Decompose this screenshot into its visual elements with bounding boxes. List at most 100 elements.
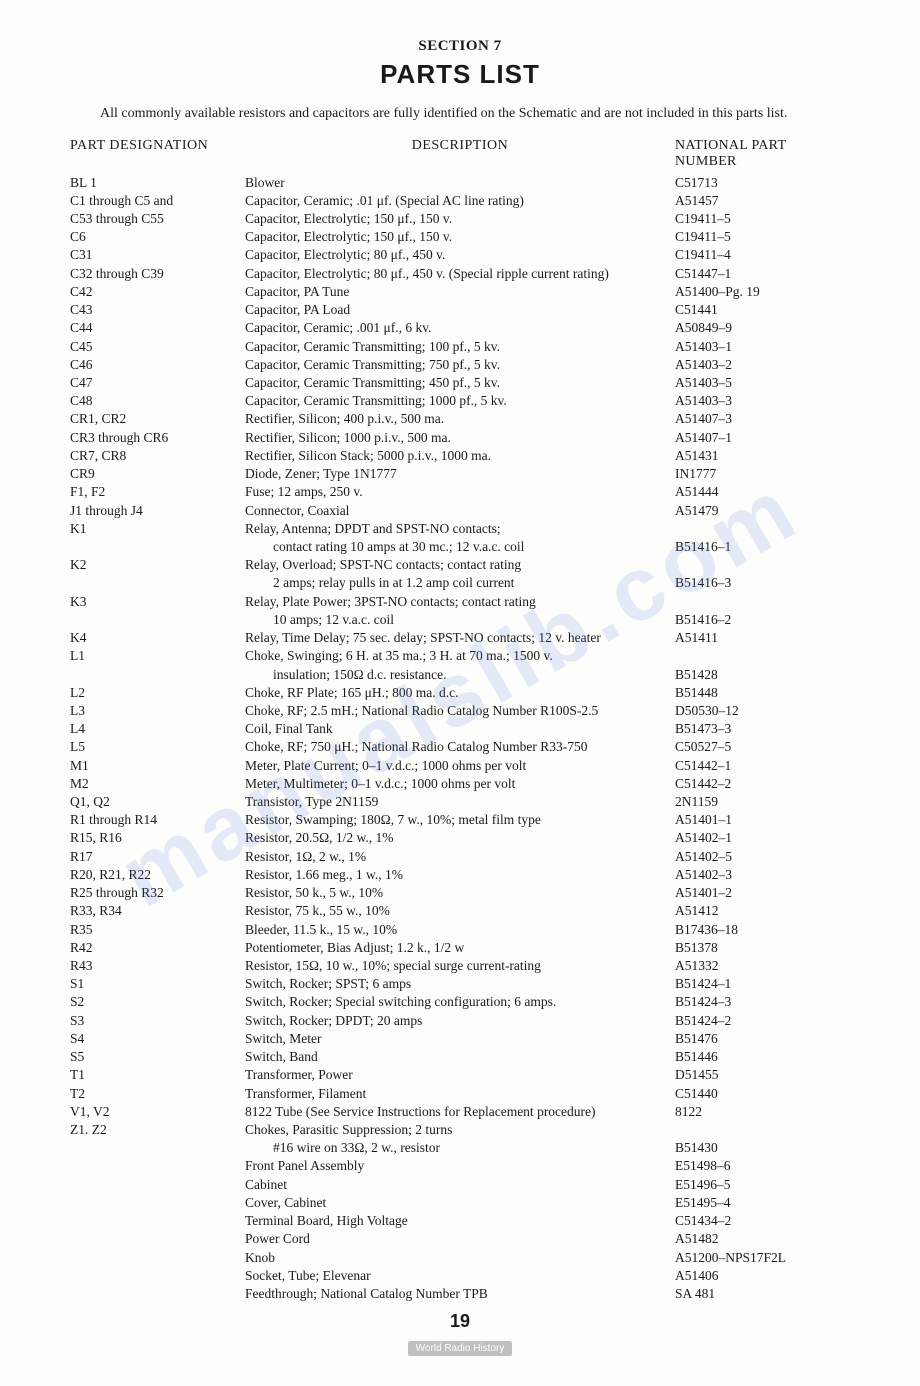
table-row: L1Choke, Swinging; 6 H. at 35 ma.; 3 H. … <box>70 647 850 665</box>
cell-part: C53 through C55 <box>70 210 245 228</box>
table-row: CR7, CR8Rectifier, Silicon Stack; 5000 p… <box>70 447 850 465</box>
cell-num: A51401–1 <box>675 811 850 829</box>
cell-num: B51378 <box>675 939 850 957</box>
cell-desc: Rectifier, Silicon Stack; 5000 p.i.v., 1… <box>245 447 675 465</box>
cell-num: A51400–Pg. 19 <box>675 283 850 301</box>
table-row: L5Choke, RF; 750 μH.; National Radio Cat… <box>70 738 850 756</box>
cell-part: C44 <box>70 319 245 337</box>
cell-num: B51424–2 <box>675 1012 850 1030</box>
cell-num: A51403–1 <box>675 338 850 356</box>
cell-part <box>70 538 245 556</box>
cell-desc: Cabinet <box>245 1176 675 1194</box>
table-row: C44Capacitor, Ceramic; .001 μf., 6 kv.A5… <box>70 319 850 337</box>
cell-part <box>70 666 245 684</box>
cell-desc: Relay, Plate Power; 3PST-NO contacts; co… <box>245 593 675 611</box>
cell-num: A51402–1 <box>675 829 850 847</box>
cell-part: L2 <box>70 684 245 702</box>
cell-part: J1 through J4 <box>70 502 245 520</box>
cell-part: R42 <box>70 939 245 957</box>
table-row: insulation; 150Ω d.c. resistance.B51428 <box>70 666 850 684</box>
cell-num: B51416–2 <box>675 611 850 629</box>
cell-num <box>675 1121 850 1139</box>
cell-num: C51440 <box>675 1085 850 1103</box>
cell-part: R17 <box>70 848 245 866</box>
cell-part: CR7, CR8 <box>70 447 245 465</box>
cell-num <box>675 520 850 538</box>
header-part: PART DESIGNATION <box>70 138 245 170</box>
cell-desc: Capacitor, Electrolytic; 80 μf., 450 v. … <box>245 265 675 283</box>
cell-num: B51446 <box>675 1048 850 1066</box>
cell-num: C50527–5 <box>675 738 850 756</box>
intro-text: All commonly available resistors and cap… <box>100 104 820 124</box>
table-row: Front Panel AssemblyE51498–6 <box>70 1157 850 1175</box>
footer-badge: World Radio History <box>70 1338 850 1356</box>
table-row: L4Coil, Final TankB51473–3 <box>70 720 850 738</box>
cell-num: B51473–3 <box>675 720 850 738</box>
cell-num: D50530–12 <box>675 702 850 720</box>
table-row: L3Choke, RF; 2.5 mH.; National Radio Cat… <box>70 702 850 720</box>
table-row: Cover, CabinetE51495–4 <box>70 1194 850 1212</box>
table-row: K1Relay, Antenna; DPDT and SPST-NO conta… <box>70 520 850 538</box>
cell-part: C45 <box>70 338 245 356</box>
cell-desc: Meter, Plate Current; 0–1 v.d.c.; 1000 o… <box>245 757 675 775</box>
cell-desc: Terminal Board, High Voltage <box>245 1212 675 1230</box>
cell-desc: Front Panel Assembly <box>245 1157 675 1175</box>
cell-part <box>70 1176 245 1194</box>
cell-num: 2N1159 <box>675 793 850 811</box>
table-row: R15, R16Resistor, 20.5Ω, 1/2 w., 1%A5140… <box>70 829 850 847</box>
cell-part: K4 <box>70 629 245 647</box>
cell-desc: Chokes, Parasitic Suppression; 2 turns <box>245 1121 675 1139</box>
cell-desc: Capacitor, Electrolytic; 150 μf., 150 v. <box>245 228 675 246</box>
cell-num <box>675 556 850 574</box>
table-row: CabinetE51496–5 <box>70 1176 850 1194</box>
cell-desc: 8122 Tube (See Service Instructions for … <box>245 1103 675 1121</box>
table-row: #16 wire on 33Ω, 2 w., resistorB51430 <box>70 1139 850 1157</box>
cell-desc: Capacitor, Electrolytic; 80 μf., 450 v. <box>245 246 675 264</box>
cell-num: B51424–3 <box>675 993 850 1011</box>
cell-part: C43 <box>70 301 245 319</box>
cell-part <box>70 1139 245 1157</box>
cell-num <box>675 647 850 665</box>
cell-desc: Resistor, Swamping; 180Ω, 7 w., 10%; met… <box>245 811 675 829</box>
table-row: Q1, Q2Transistor, Type 2N11592N1159 <box>70 793 850 811</box>
cell-num: B17436–18 <box>675 921 850 939</box>
cell-part <box>70 1267 245 1285</box>
cell-num <box>675 593 850 611</box>
cell-part: CR1, CR2 <box>70 410 245 428</box>
cell-desc: Socket, Tube; Elevenar <box>245 1267 675 1285</box>
cell-desc: Blower <box>245 174 675 192</box>
cell-part <box>70 574 245 592</box>
cell-desc: Choke, RF Plate; 165 μH.; 800 ma. d.c. <box>245 684 675 702</box>
cell-num: B51428 <box>675 666 850 684</box>
table-row: R1 through R14Resistor, Swamping; 180Ω, … <box>70 811 850 829</box>
table-row: 2 amps; relay pulls in at 1.2 amp coil c… <box>70 574 850 592</box>
cell-part: C46 <box>70 356 245 374</box>
cell-desc: Resistor, 75 k., 55 w., 10% <box>245 902 675 920</box>
cell-part: S4 <box>70 1030 245 1048</box>
cell-desc: Feedthrough; National Catalog Number TPB <box>245 1285 675 1303</box>
cell-num: A51332 <box>675 957 850 975</box>
cell-part: C47 <box>70 374 245 392</box>
cell-desc: Capacitor, Ceramic Transmitting; 450 pf.… <box>245 374 675 392</box>
table-row: V1, V28122 Tube (See Service Instruction… <box>70 1103 850 1121</box>
section-label: SECTION 7 <box>70 38 850 55</box>
cell-num: A50849–9 <box>675 319 850 337</box>
table-row: R35Bleeder, 11.5 k., 15 w., 10%B17436–18 <box>70 921 850 939</box>
cell-part: L5 <box>70 738 245 756</box>
table-row: C1 through C5 andCapacitor, Ceramic; .01… <box>70 192 850 210</box>
cell-desc: Diode, Zener; Type 1N1777 <box>245 465 675 483</box>
cell-part: L1 <box>70 647 245 665</box>
table-row: R43Resistor, 15Ω, 10 w., 10%; special su… <box>70 957 850 975</box>
cell-desc: Capacitor, Ceramic Transmitting; 100 pf.… <box>245 338 675 356</box>
cell-num: A51402–5 <box>675 848 850 866</box>
cell-desc: #16 wire on 33Ω, 2 w., resistor <box>245 1139 675 1157</box>
cell-part: R33, R34 <box>70 902 245 920</box>
table-row: Power CordA51482 <box>70 1230 850 1248</box>
cell-desc: contact rating 10 amps at 30 mc.; 12 v.a… <box>245 538 675 556</box>
cell-desc: Switch, Band <box>245 1048 675 1066</box>
table-row: Z1. Z2Chokes, Parasitic Suppression; 2 t… <box>70 1121 850 1139</box>
cell-num: A51444 <box>675 483 850 501</box>
cell-part: S1 <box>70 975 245 993</box>
cell-num: A51403–3 <box>675 392 850 410</box>
cell-desc: Capacitor, Ceramic Transmitting; 750 pf.… <box>245 356 675 374</box>
